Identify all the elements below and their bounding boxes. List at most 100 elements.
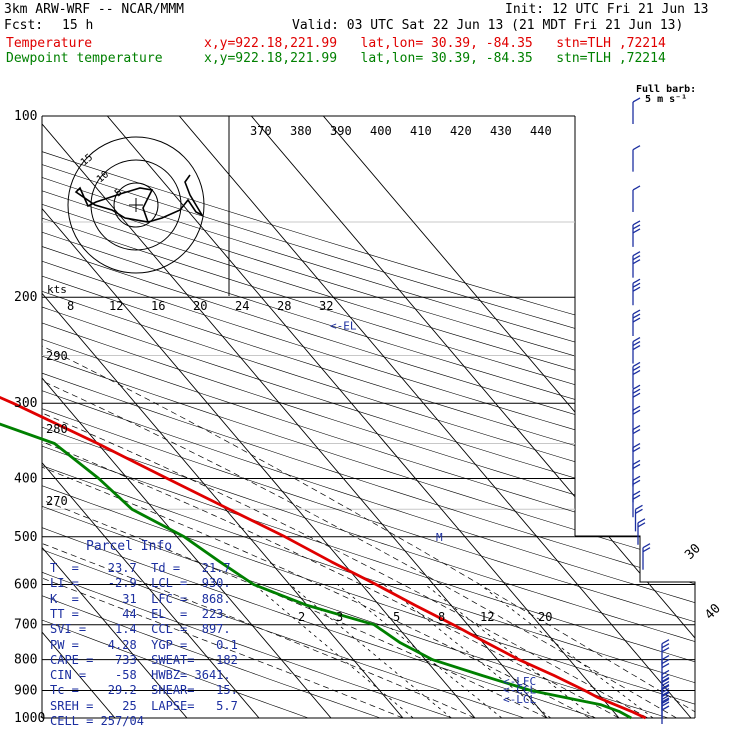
isotherm (250, 116, 695, 718)
wind-barb (632, 361, 641, 389)
model-title: 3km ARW-WRF -- NCAR/MMM (4, 2, 185, 17)
wind-barb (632, 185, 641, 212)
hodograph-ring-label: 15 (79, 152, 95, 168)
full-barb-line2: 5 m s⁻¹ (645, 94, 688, 105)
barb-flag (661, 643, 670, 649)
mixing-ratio-label: 3 (336, 610, 343, 624)
barb-flag (661, 697, 670, 703)
barb-flag (632, 344, 641, 351)
wind-barb (632, 405, 641, 433)
mixing-ratio-label: 20 (538, 610, 552, 624)
theta-label: 270 (46, 494, 68, 508)
parcel-row: Tc = 29.2 SHEAR= 15. (50, 683, 238, 698)
barb-flag (632, 388, 641, 394)
barb-flag (632, 365, 641, 372)
barb-flag (632, 405, 641, 411)
isotherm (42, 116, 188, 718)
barb-flag (661, 673, 670, 680)
isotherm (178, 116, 692, 718)
barb-flag (661, 684, 670, 690)
barb-flag (661, 654, 670, 661)
barb-flag (632, 479, 641, 485)
barb-flag (661, 688, 670, 694)
wind-barb (661, 697, 670, 724)
barb-flag (661, 662, 670, 669)
dry-adiabat (42, 116, 695, 718)
barb-flag (632, 392, 641, 398)
valid-time: Valid: 03 UTC Sat 22 Jun 13 (21 MDT Fri … (292, 18, 684, 33)
wind-barbs (632, 97, 670, 724)
theta-label: 410 (410, 124, 432, 138)
dry-adiabat (42, 116, 695, 718)
barb-flag (632, 97, 641, 103)
barb-flag (661, 639, 670, 645)
barb-flag (661, 694, 670, 700)
temperature-location: x,y=922.18,221.99 lat,lon= 30.39, -84.35… (204, 36, 666, 51)
barb-flag (632, 384, 641, 390)
dry-adiabat (42, 116, 309, 718)
parcel-row: CAPE = 733 SWEAT= 182 (50, 652, 238, 667)
hodograph-ring (67, 136, 205, 274)
dry-adiabat (42, 116, 695, 718)
pressure-tick-label: 500 (14, 530, 37, 545)
hodograph-axis-tick: 12 (109, 299, 123, 313)
barb-flag (632, 282, 641, 288)
dry-adiabat (42, 116, 695, 718)
isotherm (42, 116, 404, 718)
fcst-label: Fcst: (4, 18, 44, 33)
barb-flag (632, 286, 641, 292)
pressure-tick-label: 800 (14, 653, 37, 668)
barb-flag (632, 251, 641, 257)
barb-flag (635, 508, 643, 514)
barb-flag (642, 543, 651, 549)
mixing-ratio-line (289, 584, 452, 718)
barb-flag (632, 459, 641, 466)
pressure-tick-label: 1000 (14, 711, 45, 726)
mixing-ratio-line (253, 584, 414, 718)
wind-barb (632, 309, 641, 337)
dry-adiabat (42, 116, 525, 718)
fcst-value: 15 h (62, 18, 94, 33)
dry-adiabat (42, 116, 695, 718)
temperature-line (0, 395, 647, 720)
barb-flag (632, 336, 641, 343)
dry-adiabat (42, 116, 695, 718)
barb-flag (661, 669, 670, 676)
moist-adiabat (42, 296, 677, 718)
barb-flag (632, 228, 641, 234)
pressure-tick-label: 600 (14, 577, 37, 592)
theta-label: 430 (490, 124, 512, 138)
barb-flag (632, 428, 641, 435)
parcel-info-title: Parcel Info (86, 539, 173, 554)
wind-barb (632, 336, 641, 364)
parcel-row: TT = 44 EL = 223. (50, 606, 231, 621)
dry-adiabat (42, 116, 695, 718)
barb-flag (661, 677, 670, 684)
barb-flag (632, 220, 641, 226)
isotherm-label: 40 (702, 601, 724, 623)
hodograph-trace (74, 174, 205, 223)
parcel-row: CELL = 257/04 (50, 714, 144, 728)
mixing-ratio-line (337, 584, 503, 718)
wind-barb (632, 251, 641, 278)
pressure-tick-label: 100 (14, 109, 37, 124)
moist-adiabat (42, 296, 591, 718)
barb-flag (661, 701, 670, 707)
dry-adiabat (42, 116, 695, 718)
dry-adiabat (42, 116, 695, 718)
moist-adiabat (42, 296, 620, 718)
parcel-row: LI = -2.9 LCL = 930. (50, 576, 231, 591)
barb-flag (632, 317, 641, 323)
barb-flag (632, 278, 641, 284)
hodograph-axis-tick: 28 (277, 299, 291, 313)
barb-flag (642, 547, 651, 553)
pressure-tick-label: 900 (14, 683, 37, 698)
theta-label: 370 (250, 124, 272, 138)
full-barb-line1: Full barb: (636, 84, 697, 95)
isotherm-label: 30 (682, 541, 704, 563)
wind-barb (632, 278, 641, 306)
hodograph-axis-tick: 16 (151, 299, 165, 313)
barb-flag (661, 658, 670, 665)
barb-flag (632, 424, 641, 431)
